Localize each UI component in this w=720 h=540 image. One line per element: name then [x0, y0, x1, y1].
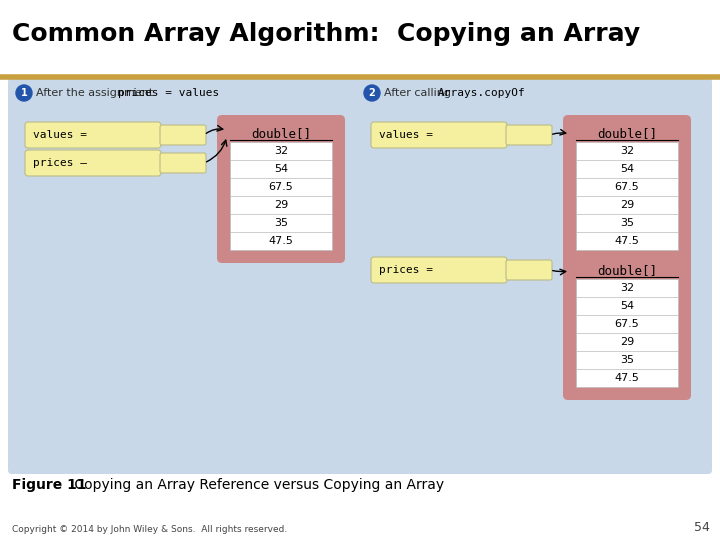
FancyBboxPatch shape [506, 125, 552, 145]
Text: After calling: After calling [384, 88, 454, 98]
Text: prices –: prices – [33, 158, 87, 168]
FancyBboxPatch shape [25, 150, 161, 176]
Text: double[]: double[] [251, 127, 311, 140]
Text: After the assignment: After the assignment [36, 88, 157, 98]
Text: 32: 32 [620, 146, 634, 156]
Text: 54: 54 [620, 164, 634, 174]
FancyBboxPatch shape [160, 125, 206, 145]
Text: 67.5: 67.5 [269, 182, 293, 192]
Text: 29: 29 [620, 200, 634, 210]
Text: 35: 35 [620, 218, 634, 228]
Text: 54: 54 [694, 521, 710, 534]
Text: double[]: double[] [597, 127, 657, 140]
Text: Arrays.copyOf: Arrays.copyOf [438, 88, 526, 98]
Text: 67.5: 67.5 [615, 319, 639, 329]
Text: 35: 35 [274, 218, 288, 228]
FancyBboxPatch shape [371, 257, 507, 283]
Text: prices = values: prices = values [118, 88, 220, 98]
Text: Copyright © 2014 by John Wiley & Sons.  All rights reserved.: Copyright © 2014 by John Wiley & Sons. A… [12, 525, 287, 534]
FancyBboxPatch shape [563, 115, 691, 263]
Text: 54: 54 [620, 301, 634, 311]
FancyBboxPatch shape [506, 260, 552, 280]
Circle shape [364, 85, 380, 101]
Text: 1: 1 [21, 88, 27, 98]
Bar [230, 142, 332, 250]
Text: 2: 2 [369, 88, 375, 98]
FancyBboxPatch shape [8, 78, 362, 474]
Bar [576, 142, 678, 250]
Text: 29: 29 [620, 337, 634, 347]
Text: 47.5: 47.5 [269, 236, 294, 246]
FancyBboxPatch shape [358, 78, 712, 474]
Text: double[]: double[] [597, 265, 657, 278]
Text: values =: values = [33, 130, 87, 140]
Text: 32: 32 [620, 283, 634, 293]
FancyBboxPatch shape [160, 153, 206, 173]
FancyBboxPatch shape [25, 122, 161, 148]
FancyBboxPatch shape [563, 252, 691, 400]
Text: 47.5: 47.5 [615, 373, 639, 383]
FancyBboxPatch shape [371, 122, 507, 148]
Text: values =: values = [379, 130, 433, 140]
FancyBboxPatch shape [217, 115, 345, 263]
Text: 67.5: 67.5 [615, 182, 639, 192]
Text: 54: 54 [274, 164, 288, 174]
Text: 32: 32 [274, 146, 288, 156]
Text: Figure 11: Figure 11 [12, 478, 86, 492]
Text: Copying an Array Reference versus Copying an Array: Copying an Array Reference versus Copyin… [70, 478, 444, 492]
Text: Common Array Algorithm:  Copying an Array: Common Array Algorithm: Copying an Array [12, 22, 640, 46]
Text: 29: 29 [274, 200, 288, 210]
Bar [576, 279, 678, 387]
Text: 47.5: 47.5 [615, 236, 639, 246]
Circle shape [16, 85, 32, 101]
Text: 35: 35 [620, 355, 634, 365]
Text: prices =: prices = [379, 265, 433, 275]
